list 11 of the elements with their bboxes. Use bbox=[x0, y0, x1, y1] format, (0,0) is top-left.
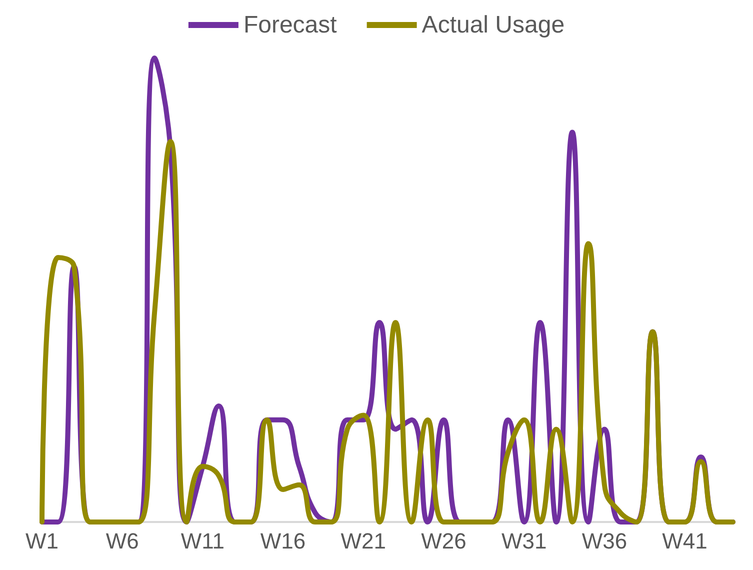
x-tick-label: W26 bbox=[421, 528, 466, 554]
x-tick-label: W1 bbox=[26, 528, 58, 554]
x-tick-label: W6 bbox=[106, 528, 139, 554]
x-tick-label: W41 bbox=[662, 528, 708, 554]
x-tick-label: W16 bbox=[260, 528, 306, 554]
legend-label: Actual Usage bbox=[422, 12, 565, 38]
legend-label: Forecast bbox=[243, 12, 338, 38]
x-tick-label: W21 bbox=[340, 528, 386, 554]
x-tick-label: W36 bbox=[582, 528, 628, 554]
x-tick-label: W31 bbox=[501, 528, 547, 554]
x-tick-label: W11 bbox=[180, 528, 224, 554]
